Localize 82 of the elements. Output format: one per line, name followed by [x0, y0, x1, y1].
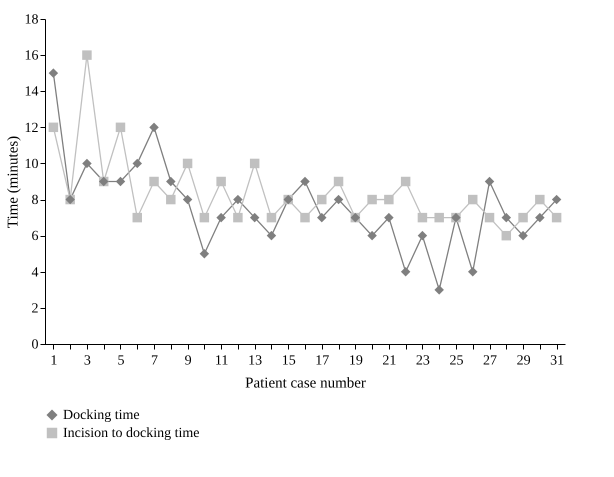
point [300, 212, 310, 222]
x-tick-label: 13 [248, 354, 262, 368]
point [266, 212, 276, 222]
x-tick-label: 21 [382, 354, 396, 368]
point [82, 50, 92, 60]
x-tick-label: 31 [550, 354, 564, 368]
point [502, 230, 512, 240]
x-tick-label: 19 [348, 354, 363, 368]
x-tick-label: 15 [282, 354, 296, 368]
legend-label: Docking time [63, 408, 140, 423]
x-tick-label: 3 [84, 354, 91, 368]
point [166, 176, 176, 186]
point [334, 176, 344, 186]
point [48, 122, 58, 132]
point [552, 194, 562, 204]
x-tick-label: 1 [50, 354, 58, 368]
x-tick-label: 9 [184, 354, 192, 368]
x-axis-title: Patient case number [245, 376, 366, 392]
point [132, 212, 142, 222]
point [233, 212, 243, 222]
point [250, 212, 260, 222]
point [518, 212, 528, 222]
point [367, 230, 377, 240]
x-tick-label: 29 [516, 354, 531, 368]
point [367, 194, 377, 204]
point [317, 212, 327, 222]
point [400, 267, 410, 277]
y-tick-label: 0 [32, 338, 38, 352]
point [266, 230, 276, 240]
point [166, 194, 176, 204]
point [182, 194, 192, 204]
point [233, 194, 243, 204]
point [182, 158, 192, 168]
y-tick-label: 12 [24, 120, 38, 136]
point [216, 212, 226, 222]
y-tick-label: 6 [32, 229, 38, 244]
point [535, 194, 545, 204]
point [317, 194, 327, 204]
x-tick-label: 25 [449, 354, 464, 368]
point [250, 158, 260, 168]
point [149, 122, 159, 132]
legend-label: Incision to docking time [63, 426, 200, 441]
point [334, 194, 344, 204]
point [484, 176, 494, 186]
point [518, 230, 528, 240]
y-tick-label: 18 [24, 12, 38, 28]
point [468, 267, 478, 277]
point [116, 176, 126, 186]
y-tick-label: 8 [32, 193, 38, 208]
point [300, 176, 310, 186]
x-tick-label: 17 [315, 354, 330, 368]
point [468, 194, 478, 204]
y-tick-label: 4 [32, 265, 38, 280]
point [82, 158, 92, 168]
x-tick-label: 23 [416, 354, 430, 368]
point [384, 212, 394, 222]
x-tick-label: 5 [117, 354, 124, 368]
point [418, 212, 428, 222]
y-tick-label: 10 [24, 156, 38, 172]
point [400, 176, 410, 186]
point [384, 194, 394, 204]
point [502, 212, 512, 222]
point [48, 68, 58, 78]
x-tick-label: 27 [483, 354, 498, 368]
point [132, 158, 142, 168]
point [552, 212, 562, 222]
point [484, 212, 494, 222]
point [535, 212, 545, 222]
y-axis-title: Time (minutes) [6, 136, 22, 228]
point [434, 285, 444, 295]
x-tick-label: 11 [214, 354, 228, 368]
y-tick-label: 16 [24, 48, 38, 64]
x-tick-label: 7 [151, 354, 158, 368]
point [434, 212, 444, 222]
point [200, 212, 210, 222]
point [116, 122, 126, 132]
y-tick-label: 14 [24, 84, 38, 100]
point [149, 176, 159, 186]
point [216, 176, 226, 186]
y-tick-label: 2 [32, 301, 38, 316]
point [200, 248, 210, 258]
point [418, 230, 428, 240]
